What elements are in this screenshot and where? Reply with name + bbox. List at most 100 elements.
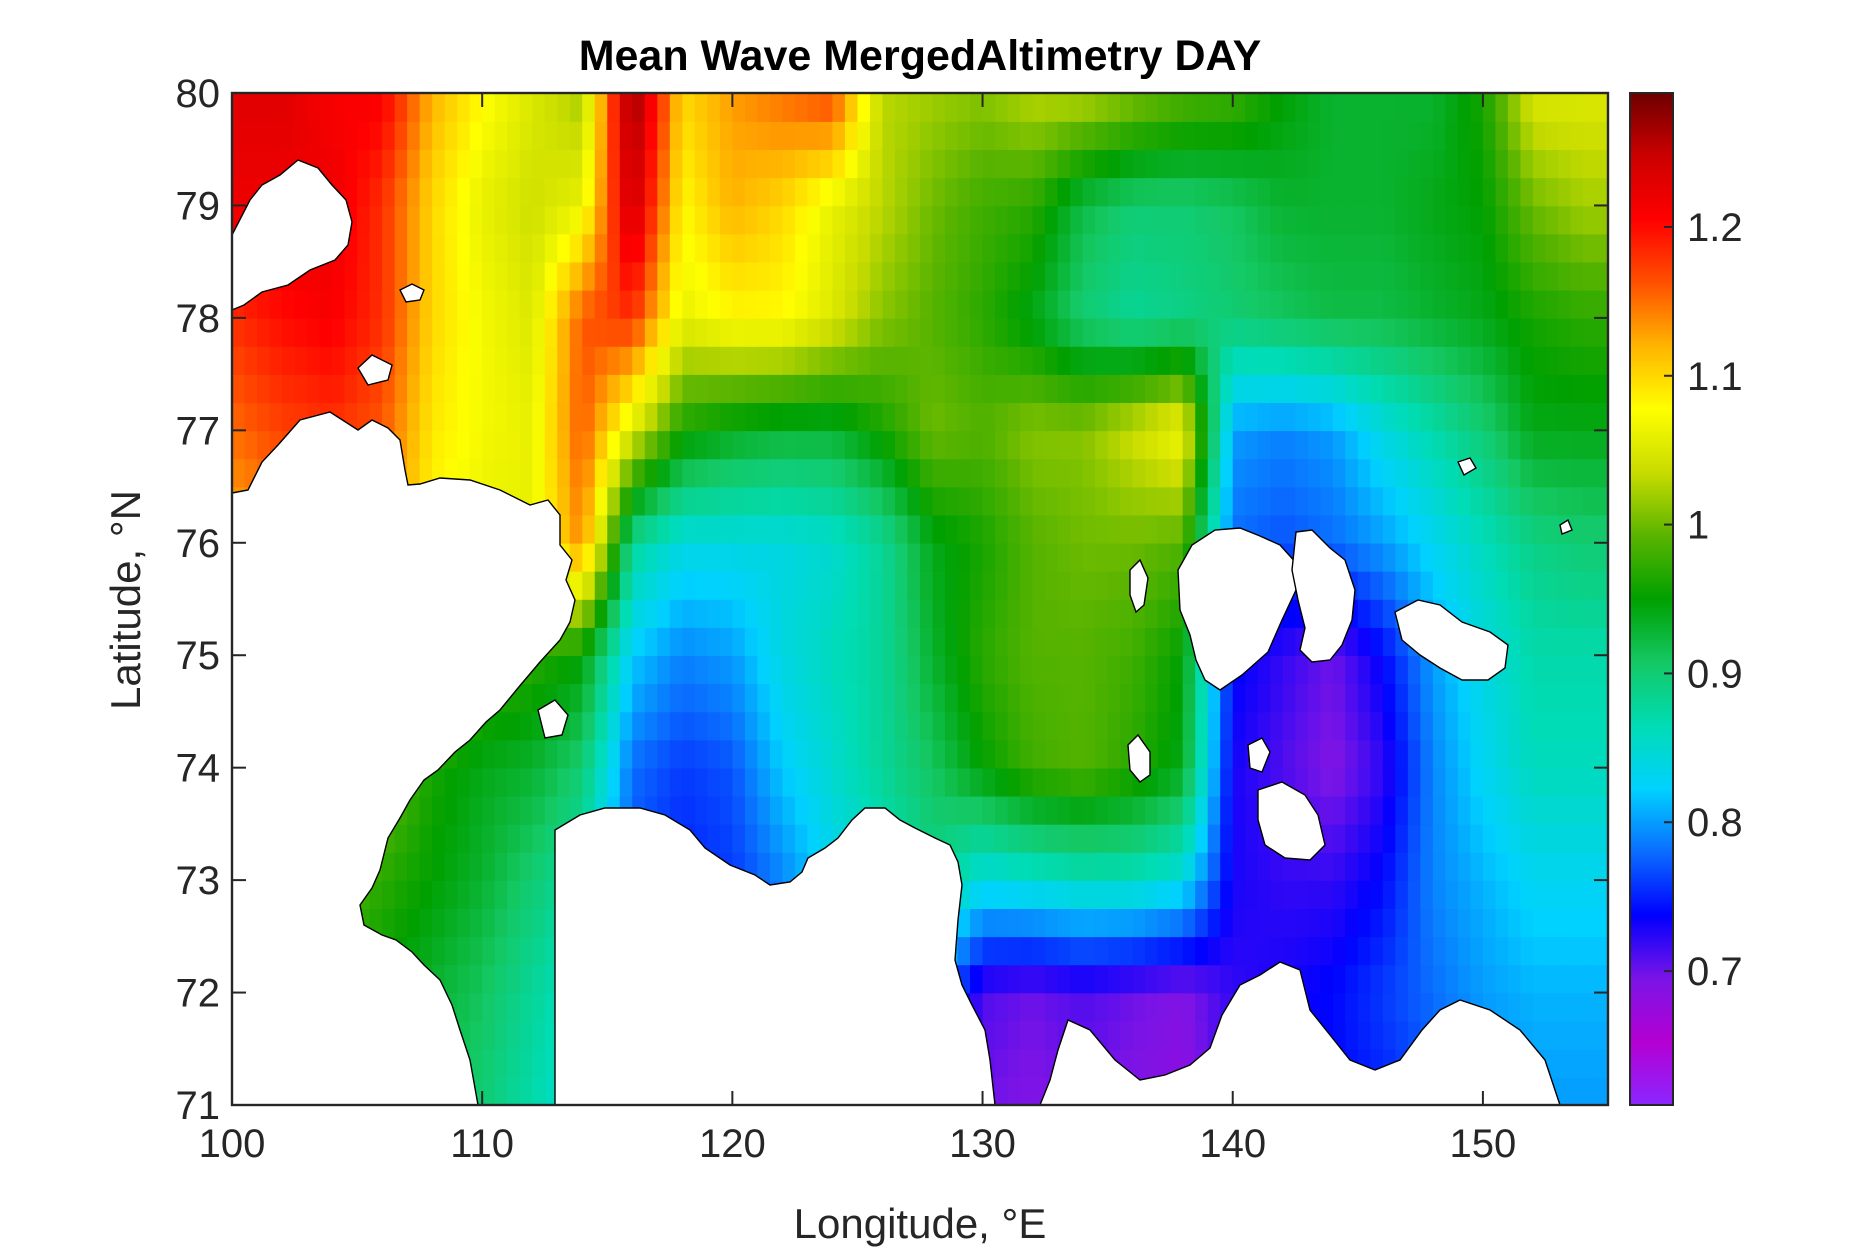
field-cell — [1082, 908, 1096, 938]
field-cell — [1307, 430, 1322, 460]
field-cell — [857, 683, 871, 713]
field-cell — [282, 402, 296, 432]
field-cell — [1157, 205, 1171, 235]
field-cell — [1220, 177, 1234, 207]
field-cell — [582, 514, 596, 544]
field-cell — [607, 205, 621, 235]
field-cell — [1257, 430, 1272, 460]
field-cell — [319, 149, 333, 179]
land-taymyr-peninsula — [232, 411, 576, 1105]
field-cell — [1507, 486, 1522, 516]
field-cell — [1032, 233, 1046, 263]
field-cell — [1332, 374, 1347, 404]
field-cell — [532, 430, 546, 460]
field-cell — [819, 599, 834, 628]
field-cell — [995, 458, 1009, 488]
field-cell — [1582, 1076, 1597, 1105]
field-cell — [1307, 936, 1322, 966]
field-cell — [1545, 964, 1559, 994]
field-cell — [1070, 486, 1084, 516]
field-cell — [1557, 767, 1572, 797]
field-cell — [594, 346, 609, 375]
field-cell — [1232, 936, 1247, 966]
field-cell — [769, 149, 784, 179]
field-cell — [882, 177, 896, 207]
field-cell — [332, 289, 346, 319]
field-cell — [719, 795, 734, 825]
field-cell — [519, 233, 534, 263]
field-cell — [1020, 711, 1034, 741]
field-cell — [619, 374, 634, 404]
field-cell — [957, 683, 971, 713]
field-cell — [1020, 514, 1034, 544]
field-cell — [244, 121, 258, 151]
field-cell — [407, 852, 421, 881]
field-cell — [1570, 121, 1584, 151]
field-cell — [407, 458, 421, 488]
field-cell — [1470, 261, 1484, 291]
field-cell — [1532, 655, 1547, 685]
field-cell — [995, 599, 1009, 628]
field-cell — [869, 93, 884, 122]
field-cell — [1357, 739, 1372, 769]
field-cell — [1532, 261, 1547, 291]
field-cell — [1032, 880, 1046, 910]
field-cell — [1382, 683, 1397, 713]
field-cell — [319, 93, 333, 122]
field-cell — [1570, 1076, 1584, 1105]
field-cell — [507, 767, 521, 797]
field-cell — [744, 317, 759, 347]
field-cell — [882, 93, 896, 122]
field-cell — [1520, 149, 1534, 179]
field-cell — [1545, 570, 1559, 600]
field-cell — [519, 402, 534, 432]
field-cell — [419, 149, 433, 179]
field-cell — [482, 402, 496, 432]
field-cell — [732, 205, 746, 235]
field-cell — [995, 683, 1009, 713]
field-cell — [669, 430, 684, 460]
field-cell — [594, 570, 609, 600]
field-cell — [1232, 93, 1247, 122]
field-cell — [1395, 795, 1409, 825]
field-cell — [1482, 177, 1497, 207]
field-cell — [732, 739, 746, 769]
field-cell — [1532, 542, 1547, 572]
field-cell — [644, 599, 659, 628]
field-cell — [982, 486, 996, 516]
field-cell — [819, 289, 834, 319]
field-cell — [920, 542, 934, 572]
field-cell — [1182, 823, 1196, 853]
field-cell — [920, 346, 934, 375]
field-cell — [1295, 205, 1309, 235]
field-cell — [995, 1020, 1009, 1050]
field-cell — [1282, 205, 1297, 235]
field-cell — [644, 430, 659, 460]
field-cell — [1370, 374, 1384, 404]
field-cell — [1132, 852, 1146, 881]
field-cell — [832, 795, 846, 825]
field-cell — [1320, 177, 1334, 207]
field-cell — [1582, 599, 1597, 628]
field-cell — [1045, 486, 1059, 516]
field-cell — [494, 1020, 508, 1050]
field-cell — [957, 486, 971, 516]
field-cell — [882, 233, 896, 263]
field-cell — [794, 374, 809, 404]
field-cell — [1320, 936, 1334, 966]
field-cell — [769, 430, 784, 460]
field-cell — [494, 1076, 508, 1105]
field-cell — [1170, 374, 1184, 404]
field-cell — [1020, 627, 1034, 657]
field-cell — [1595, 486, 1608, 516]
field-cell — [744, 402, 759, 432]
field-cell — [419, 374, 433, 404]
field-cell — [582, 627, 596, 657]
field-cell — [1420, 233, 1434, 263]
field-cell — [482, 149, 496, 179]
field-cell — [757, 795, 771, 825]
field-cell — [669, 93, 684, 122]
field-cell — [1557, 205, 1572, 235]
field-cell — [1295, 739, 1309, 769]
field-cell — [1045, 795, 1059, 825]
